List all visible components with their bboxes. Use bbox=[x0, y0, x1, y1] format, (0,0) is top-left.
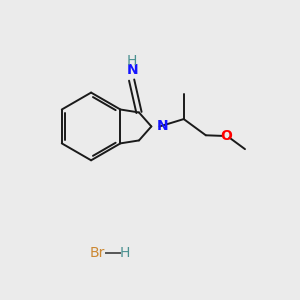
Text: Br: Br bbox=[89, 246, 105, 260]
Text: H: H bbox=[127, 54, 137, 68]
Text: N: N bbox=[157, 119, 168, 134]
Text: O: O bbox=[220, 129, 232, 143]
Text: H: H bbox=[120, 246, 130, 260]
Text: N: N bbox=[126, 63, 138, 77]
